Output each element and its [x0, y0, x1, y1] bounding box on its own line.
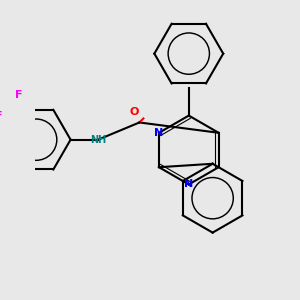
Text: F: F	[0, 111, 2, 121]
Text: F: F	[15, 90, 23, 100]
Text: N: N	[154, 128, 164, 138]
Text: O: O	[129, 107, 139, 117]
Text: N: N	[184, 179, 194, 189]
Text: NH: NH	[90, 135, 106, 145]
